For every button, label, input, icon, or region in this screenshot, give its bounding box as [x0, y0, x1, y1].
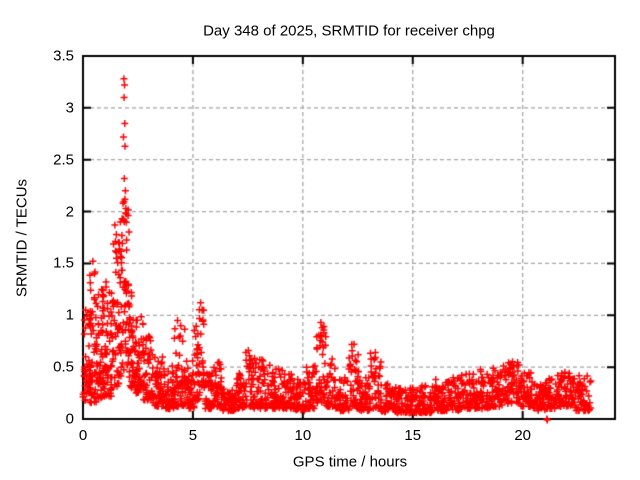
x-tick-label: 0 [78, 427, 88, 444]
y-tick-label: 1.5 [53, 254, 74, 272]
y-axis-label: SRMTID / TECUs [13, 178, 31, 298]
y-tick-label: 0.5 [53, 358, 74, 376]
y-tick-label: 2 [65, 203, 74, 221]
y-tick-label: 0 [65, 410, 74, 428]
y-tick-label: 3 [65, 99, 74, 117]
x-tick-label: 20 [514, 427, 531, 444]
y-tick-label: 3.5 [53, 47, 74, 65]
y-tick-label: 2.5 [53, 151, 74, 169]
x-tick-label: 15 [404, 427, 422, 444]
chart-title: Day 348 of 2025, SRMTID for receiver chp… [203, 22, 495, 40]
x-axis-label: GPS time / hours [292, 453, 408, 471]
y-tick-label: 1 [65, 306, 74, 324]
x-tick-label: 5 [188, 427, 198, 444]
x-tick-label: 10 [294, 427, 312, 444]
